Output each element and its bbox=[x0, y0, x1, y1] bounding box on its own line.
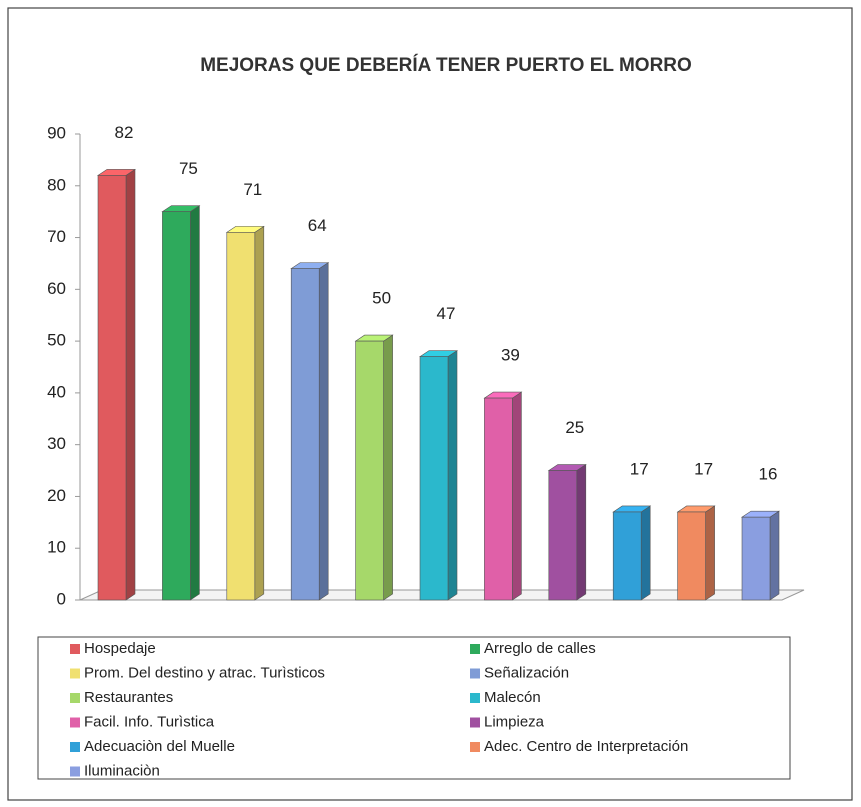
bar bbox=[612, 511, 642, 601]
bar bbox=[548, 470, 578, 601]
value-label: 47 bbox=[437, 304, 456, 323]
legend-swatch bbox=[70, 644, 80, 654]
legend-box bbox=[37, 636, 791, 780]
legend-label: Facil. Info. Turìstica bbox=[84, 713, 215, 730]
value-label: 17 bbox=[630, 459, 649, 478]
legend-swatch bbox=[70, 693, 80, 703]
legend-label: Hospedaje bbox=[84, 640, 156, 657]
y-tick-label: 90 bbox=[47, 123, 66, 142]
bar-side bbox=[576, 463, 587, 601]
bar-side bbox=[512, 391, 522, 601]
bar-side bbox=[383, 334, 393, 601]
bar bbox=[419, 356, 449, 601]
bar-side bbox=[705, 505, 715, 601]
legend-swatch bbox=[470, 693, 480, 703]
bar-side bbox=[640, 505, 651, 601]
y-tick-label: 70 bbox=[47, 227, 66, 246]
y-tick-label: 60 bbox=[47, 279, 66, 298]
value-label: 17 bbox=[694, 459, 713, 478]
value-label: 75 bbox=[179, 159, 198, 178]
bar bbox=[290, 268, 320, 601]
y-tick-label: 20 bbox=[47, 486, 66, 505]
legend-swatch bbox=[470, 742, 480, 752]
bar bbox=[677, 511, 706, 601]
legend-label: Iluminaciòn bbox=[84, 762, 160, 779]
legend-label: Adec. Centro de Interpretación bbox=[484, 738, 688, 755]
bar bbox=[97, 175, 127, 601]
legend-label: Malecón bbox=[484, 689, 541, 706]
value-label: 16 bbox=[759, 465, 778, 484]
bar-side bbox=[318, 262, 329, 601]
legend-swatch bbox=[470, 668, 480, 679]
bar-side bbox=[125, 168, 136, 601]
legend-label: Arreglo de calles bbox=[484, 640, 596, 657]
bar bbox=[355, 340, 384, 601]
y-tick-label: 10 bbox=[47, 538, 66, 557]
legend-label: Señalización bbox=[484, 664, 569, 681]
bar-side bbox=[769, 510, 780, 601]
bar bbox=[741, 516, 771, 601]
bar-side bbox=[447, 350, 458, 601]
value-label: 39 bbox=[501, 346, 520, 365]
value-label: 82 bbox=[115, 123, 134, 142]
legend-label: Adecuaciòn del Muelle bbox=[84, 738, 235, 755]
y-tick-label: 40 bbox=[47, 382, 66, 401]
legend-swatch bbox=[70, 766, 80, 777]
legend-swatch bbox=[70, 717, 80, 728]
legend-swatch bbox=[470, 644, 480, 654]
value-label: 25 bbox=[565, 418, 584, 437]
value-label: 71 bbox=[243, 180, 262, 199]
bar bbox=[162, 211, 191, 601]
value-label: 64 bbox=[308, 216, 327, 235]
legend-label: Limpieza bbox=[484, 713, 545, 730]
y-tick-label: 30 bbox=[47, 434, 66, 453]
bar-side bbox=[254, 225, 265, 601]
legend-label: Restaurantes bbox=[84, 689, 173, 706]
y-tick-label: 0 bbox=[57, 589, 66, 608]
legend-swatch bbox=[70, 668, 80, 679]
y-tick-label: 50 bbox=[47, 331, 66, 350]
bar bbox=[484, 397, 513, 601]
legend-label: Prom. Del destino y atrac. Turìsticos bbox=[84, 664, 325, 681]
y-tick-label: 80 bbox=[47, 175, 66, 194]
legend-swatch bbox=[470, 717, 480, 728]
legend-swatch bbox=[70, 742, 80, 752]
value-label: 50 bbox=[372, 289, 391, 308]
bar bbox=[226, 232, 256, 601]
chart-title: MEJORAS QUE DEBERÍA TENER PUERTO EL MORR… bbox=[200, 54, 692, 76]
bar-side bbox=[190, 205, 200, 601]
